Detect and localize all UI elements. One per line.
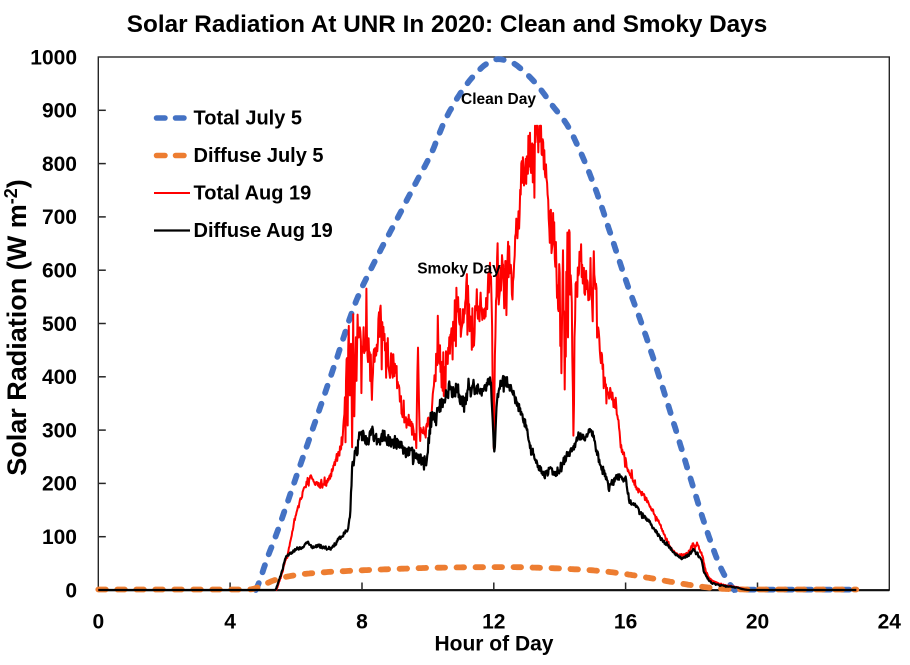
svg-text:900: 900 (42, 100, 77, 123)
svg-text:Smoky Day: Smoky Day (417, 261, 501, 278)
svg-text:100: 100 (42, 526, 77, 549)
svg-text:4: 4 (224, 611, 236, 634)
svg-text:Clean Day: Clean Day (461, 91, 536, 108)
svg-text:Solar Radiation At UNR In 2020: Solar Radiation At UNR In 2020: Clean an… (127, 11, 767, 38)
svg-text:1000: 1000 (30, 46, 77, 69)
svg-text:Hour of Day: Hour of Day (434, 633, 553, 656)
svg-text:Total July 5: Total July 5 (194, 108, 303, 130)
svg-text:0: 0 (92, 611, 104, 634)
svg-text:400: 400 (42, 366, 77, 389)
svg-text:Solar Radiation (W m-2): Solar Radiation (W m-2) (1, 179, 32, 476)
svg-text:8: 8 (356, 611, 368, 634)
svg-text:0: 0 (65, 579, 77, 602)
svg-text:20: 20 (746, 611, 769, 634)
svg-text:500: 500 (42, 313, 77, 336)
svg-text:16: 16 (614, 611, 637, 634)
svg-text:700: 700 (42, 206, 77, 229)
svg-text:600: 600 (42, 260, 77, 283)
svg-text:800: 800 (42, 153, 77, 176)
svg-text:300: 300 (42, 419, 77, 442)
svg-text:Total Aug 19: Total Aug 19 (194, 183, 312, 205)
svg-text:12: 12 (482, 611, 505, 634)
svg-text:24: 24 (878, 611, 902, 634)
svg-text:Diffuse Aug 19: Diffuse Aug 19 (194, 220, 333, 242)
svg-text:200: 200 (42, 473, 77, 496)
svg-text:Diffuse July 5: Diffuse July 5 (194, 145, 324, 167)
